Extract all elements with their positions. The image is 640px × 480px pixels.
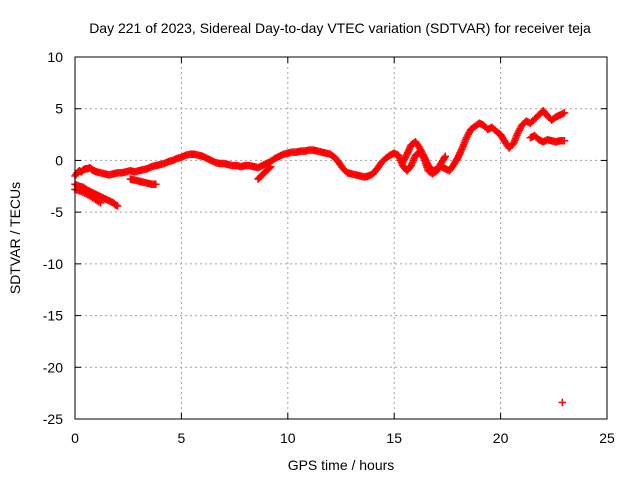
data-points	[71, 107, 569, 407]
y-tick-label: -20	[43, 359, 63, 375]
data-point	[96, 199, 105, 207]
data-point	[560, 109, 569, 117]
data-point	[152, 180, 160, 188]
plot-border	[74, 56, 608, 420]
x-tick-label: 10	[280, 430, 296, 446]
y-tick-label: 5	[55, 101, 63, 117]
data-point	[267, 162, 275, 171]
x-tick-label: 15	[386, 430, 402, 446]
x-axis-label: GPS time / hours	[288, 457, 395, 473]
data-point	[558, 398, 567, 407]
y-tick-label: 10	[47, 49, 63, 65]
grid	[75, 57, 607, 419]
tick-labels: 0 5 10 15 20 25 -25 -20 -15 -10 -5 0 5 10	[43, 49, 615, 446]
y-tick-label: -15	[43, 308, 63, 324]
x-tick-label: 5	[178, 430, 186, 446]
y-tick-label: -25	[43, 411, 63, 427]
data-point	[441, 152, 450, 161]
x-tick-label: 25	[599, 430, 615, 446]
y-axis-label: SDTVAR / TECUs	[7, 182, 23, 294]
data-point	[265, 163, 274, 172]
y-tick-label: -10	[43, 256, 63, 272]
x-tick-label: 20	[493, 430, 509, 446]
y-tick-label: 0	[55, 152, 63, 168]
chart-title: Day 221 of 2023, Sidereal Day-to-day VTE…	[89, 20, 591, 36]
data-point	[113, 202, 122, 210]
y-tick-label: -5	[51, 204, 64, 220]
data-point	[560, 137, 569, 145]
x-tick-label: 0	[71, 430, 79, 446]
